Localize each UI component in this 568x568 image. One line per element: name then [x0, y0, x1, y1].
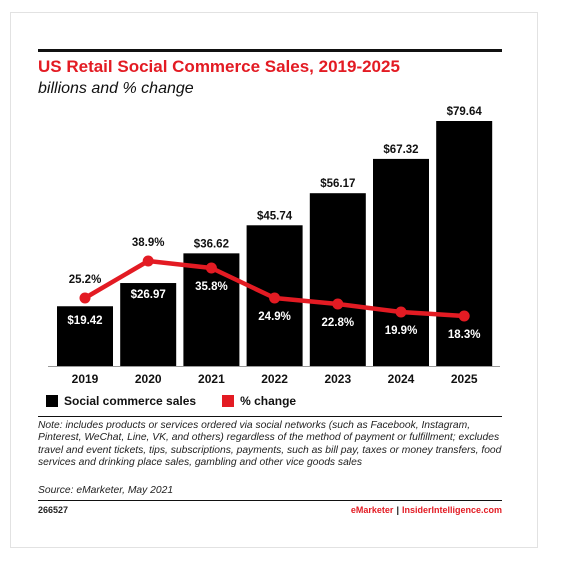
pct-label-2025: 18.3%: [448, 329, 481, 341]
chart-id: 266527: [38, 505, 69, 515]
pct-point-2021: [205, 262, 217, 274]
bar-value-label-2024: $67.32: [383, 144, 418, 156]
bar-value-label-2021: $36.62: [194, 238, 229, 250]
pct-point-2025: [458, 310, 470, 322]
pct-point-2022: [269, 292, 281, 304]
bar-2024: [373, 158, 429, 366]
bar-value-label-2020: $26.97: [131, 289, 166, 301]
top-rule: [38, 49, 502, 52]
x-tick-label-2023: 2023: [324, 372, 351, 386]
pct-point-2019: [79, 292, 91, 304]
bar-2019: [57, 306, 113, 366]
legend-item-line: % change: [222, 394, 296, 408]
x-tick-label-2019: 2019: [72, 372, 99, 386]
pct-point-2024: [395, 306, 407, 318]
legend-swatch-bars: [46, 395, 58, 407]
pct-point-2020: [142, 255, 154, 267]
legend-item-bars: Social commerce sales: [46, 394, 196, 408]
pct-label-2020: 38.9%: [132, 237, 165, 249]
bar-value-label-2022: $45.74: [257, 210, 293, 222]
pct-label-2023: 22.8%: [321, 317, 354, 329]
chart-title: US Retail Social Commerce Sales, 2019-20…: [38, 57, 400, 76]
pct-label-2019: 25.2%: [69, 274, 102, 286]
legend-label-line: % change: [240, 394, 297, 408]
chart-subtitle: billions and % change: [38, 80, 194, 97]
brand-emarketer: eMarketer: [350, 505, 394, 515]
pct-label-2022: 24.9%: [258, 311, 291, 323]
bar-2025: [436, 121, 493, 366]
pct-point-2023: [332, 298, 344, 310]
legend-swatch-line: [222, 395, 235, 407]
x-tick-label-2024: 2024: [388, 372, 415, 386]
x-tick-label-2025: 2025: [451, 372, 478, 386]
brand: eMarketer | InsiderIntelligence.com: [351, 505, 502, 515]
chart-frame: [10, 12, 538, 548]
x-tick-label-2021: 2021: [198, 372, 225, 386]
bar-2023: [309, 193, 366, 366]
bar-value-label-2023: $56.17: [320, 178, 355, 190]
chart-note: Note: includes products or services orde…: [38, 420, 502, 468]
brand-insider: InsiderIntelligence.com: [401, 505, 502, 515]
bar-value-label-2025: $79.64: [447, 106, 483, 118]
bar-value-label-2019: $19.42: [67, 315, 102, 327]
chart-source: Source: eMarketer, May 2021: [38, 485, 174, 496]
footer-rule: [38, 500, 502, 501]
bar-2020: [120, 283, 177, 366]
chart-area: 2019 2020 2021 2022 2023 2024 2025 $19.42 $26.97…: [48, 106, 500, 386]
brand-separator: |: [396, 505, 399, 515]
legend: Social commerce sales % change: [46, 394, 322, 408]
pct-label-2021: 35.8%: [195, 281, 228, 293]
x-tick-label-2022: 2022: [261, 372, 288, 386]
legend-label-bars: Social commerce sales: [64, 394, 197, 408]
x-tick-label-2020: 2020: [135, 372, 162, 386]
pct-label-2024: 19.9%: [385, 325, 418, 337]
note-rule: [38, 416, 502, 417]
